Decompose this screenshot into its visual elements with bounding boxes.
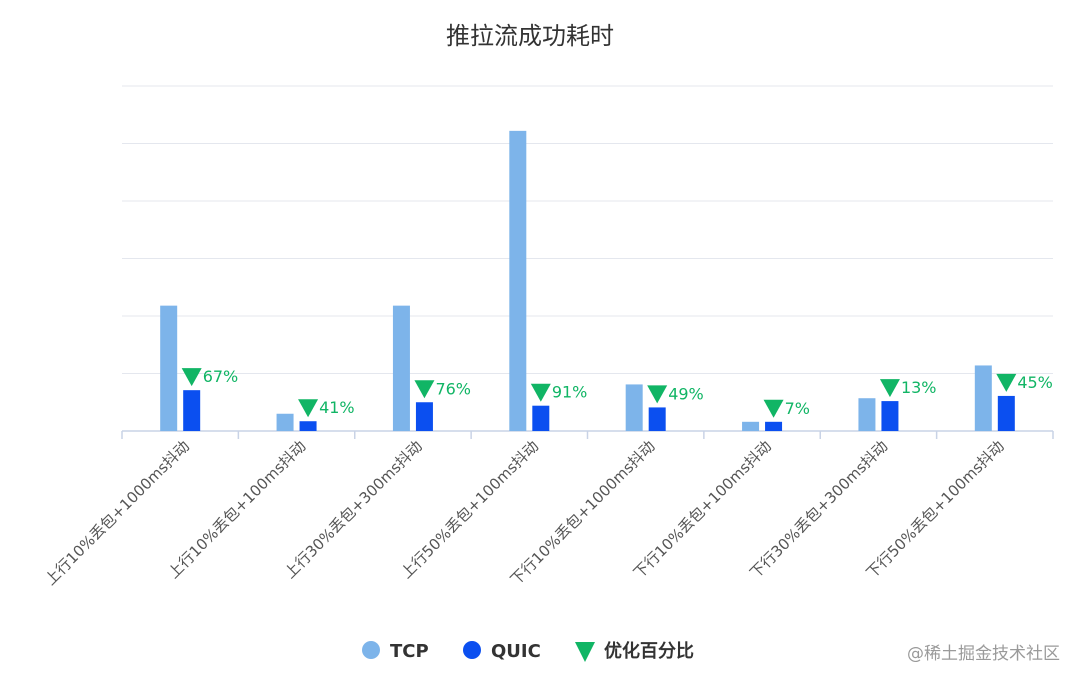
- bar-tcp[interactable]: [509, 130, 527, 431]
- percent-label: 41%: [319, 398, 355, 417]
- legend-percent-swatch: [575, 642, 595, 662]
- bar-quic[interactable]: [765, 421, 783, 431]
- bar-quic[interactable]: [648, 407, 666, 431]
- bar-quic[interactable]: [299, 421, 317, 431]
- legend-item-percent[interactable]: 优化百分比: [575, 640, 694, 662]
- x-tick-labels: 上行10%丢包+1000ms抖动上行10%丢包+100ms抖动上行30%丢包+3…: [41, 437, 1007, 589]
- percent-label: 45%: [1017, 373, 1053, 392]
- x-tick-label: 上行30%丢包+300ms抖动: [281, 437, 426, 582]
- x-axis: [121, 430, 1054, 439]
- legend-tcp-swatch: [362, 641, 380, 659]
- percent-markers: 67% 41% 76% 91% 49% 7% 13% 45%: [181, 367, 1053, 418]
- percent-marker[interactable]: [763, 399, 784, 418]
- x-tick-label: 上行10%丢包+100ms抖动: [164, 437, 309, 582]
- percent-marker[interactable]: [414, 380, 435, 399]
- percent-marker[interactable]: [530, 383, 551, 402]
- bar-tcp[interactable]: [858, 398, 876, 431]
- bar-tcp[interactable]: [625, 384, 643, 431]
- legend-item-quic[interactable]: QUIC: [463, 641, 541, 662]
- bar-tcp[interactable]: [392, 305, 410, 431]
- bar-quic[interactable]: [997, 395, 1015, 431]
- chart-title: 推拉流成功耗时: [446, 22, 614, 50]
- legend-percent-label: 优化百分比: [604, 640, 694, 662]
- percent-label: 13%: [901, 378, 937, 397]
- watermark: @稀土掘金技术社区: [907, 644, 1060, 664]
- percent-marker[interactable]: [996, 373, 1017, 392]
- bar-tcp[interactable]: [974, 365, 992, 431]
- bar-quic[interactable]: [183, 390, 201, 431]
- percent-label: 7%: [785, 399, 810, 418]
- legend-item-tcp[interactable]: TCP: [362, 641, 429, 662]
- percent-marker[interactable]: [647, 385, 668, 404]
- percent-label: 76%: [435, 379, 471, 398]
- bar-quic[interactable]: [881, 401, 899, 431]
- percent-label: 67%: [203, 367, 239, 386]
- legend: TCP QUIC 优化百分比: [362, 640, 694, 662]
- percent-marker[interactable]: [879, 379, 900, 398]
- bar-quic[interactable]: [415, 402, 433, 431]
- bar-tcp[interactable]: [160, 305, 178, 431]
- bar-quic[interactable]: [532, 405, 550, 431]
- grid-lines: [122, 85, 1053, 374]
- bar-tcp[interactable]: [742, 421, 760, 431]
- percent-label: 49%: [668, 384, 704, 403]
- x-tick-label: 下行10%丢包+100ms抖动: [630, 437, 775, 582]
- bar-tcp[interactable]: [276, 413, 294, 431]
- x-tick-label: 下行50%丢包+100ms抖动: [863, 437, 1008, 582]
- percent-label: 91%: [552, 383, 588, 402]
- percent-marker[interactable]: [298, 399, 319, 418]
- bar-series: [160, 130, 1015, 431]
- legend-quic-swatch: [463, 641, 481, 659]
- x-tick-label: 上行50%丢包+100ms抖动: [397, 437, 542, 582]
- legend-quic-label: QUIC: [491, 641, 541, 662]
- percent-marker[interactable]: [181, 368, 202, 387]
- legend-tcp-label: TCP: [390, 641, 429, 662]
- x-tick-label: 下行30%丢包+300ms抖动: [746, 437, 891, 582]
